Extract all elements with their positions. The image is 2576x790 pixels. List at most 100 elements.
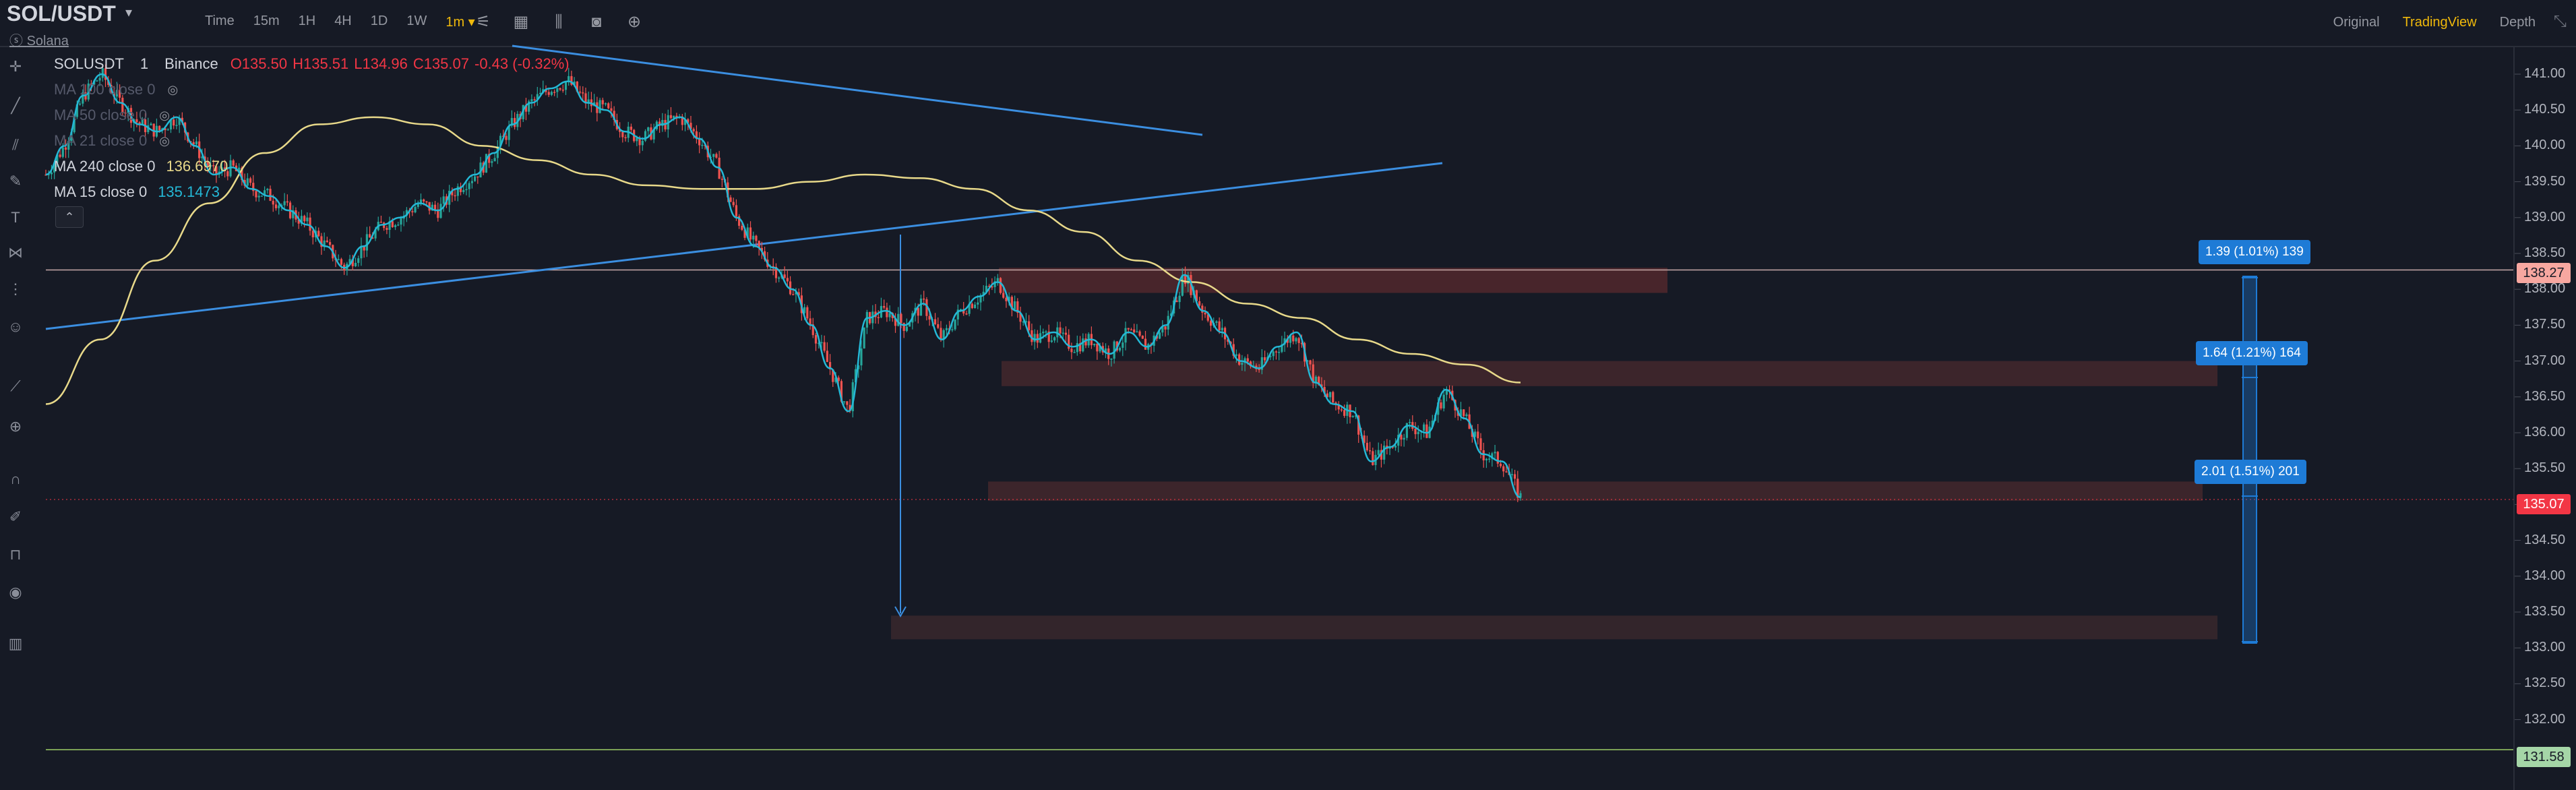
fib-tool-icon[interactable]: ⫽ <box>12 136 19 153</box>
ma50-row[interactable]: MA 50 close 0 ◎ <box>54 102 570 128</box>
camera-icon[interactable]: ◙ <box>591 13 602 31</box>
candle-body <box>1076 343 1078 353</box>
emoji-icon[interactable]: ☺ <box>7 318 24 335</box>
candle-body <box>755 235 758 241</box>
hidden-eye-icon[interactable]: ◎ <box>167 82 179 96</box>
indicator-settings-icon[interactable]: ⚟ <box>476 13 491 31</box>
candle-body <box>823 342 826 351</box>
ma15-row[interactable]: MA 15 close 0 135.1473 <box>54 179 570 205</box>
measure-label-3[interactable]: 2.01 (1.51%) 201 <box>2195 460 2306 484</box>
candle-body <box>919 298 923 316</box>
candle-body <box>297 219 300 224</box>
projection-arrowhead <box>894 606 907 618</box>
ma100-row[interactable]: MA 100 close 0 ◎ <box>54 77 570 102</box>
candle-body <box>843 401 846 402</box>
candle-body <box>468 183 470 189</box>
trendline-lower[interactable] <box>45 162 1443 330</box>
interval-4[interactable]: 1D <box>370 13 388 28</box>
view-depth[interactable]: Depth <box>2499 15 2536 30</box>
trendline-icon[interactable]: ╱ <box>11 97 20 114</box>
interval-0[interactable]: Time <box>205 13 235 28</box>
magnet-icon[interactable]: ∩ <box>10 470 21 487</box>
measure-label-2[interactable]: 1.64 (1.21%) 164 <box>2196 341 2308 365</box>
candle-body <box>1408 422 1411 423</box>
candle-body <box>1184 274 1187 284</box>
candle-body <box>1440 402 1442 408</box>
candle-body <box>584 93 587 104</box>
top-toolbar: SOL/USDT ▾ ⓢ Solana Time 15m 1H 4H 1D 1W 1m ▾ … <box>0 0 2576 49</box>
collapse-icon[interactable]: ⤡ <box>2553 12 2567 30</box>
candle-body <box>56 154 59 163</box>
pair-dropdown-icon[interactable]: ▾ <box>125 5 133 20</box>
candle-body <box>1340 409 1343 411</box>
candle-body <box>985 285 988 292</box>
candle-body <box>996 278 999 282</box>
candle-body <box>578 91 582 93</box>
interval-1[interactable]: 15m <box>253 13 280 28</box>
candle-body <box>1403 437 1405 440</box>
candle-body <box>405 210 408 216</box>
candle-body <box>1133 329 1136 333</box>
pattern-tool-icon[interactable]: ⋈ <box>8 244 23 261</box>
candle-body <box>198 141 201 158</box>
trash-icon[interactable]: ▥ <box>8 635 23 652</box>
ruler-icon[interactable]: ⟋ <box>10 377 21 394</box>
legend-collapse-button[interactable]: ⌃ <box>55 206 84 228</box>
candle-body <box>1281 344 1283 352</box>
brush-icon[interactable]: ✎ <box>9 173 22 189</box>
candle-body <box>53 162 56 173</box>
candle-body <box>545 89 547 92</box>
candle-body <box>803 307 806 313</box>
candle-body <box>514 118 516 127</box>
zoom-in-icon[interactable]: ⊕ <box>9 418 22 435</box>
view-original[interactable]: Original <box>2333 15 2380 30</box>
candle-body <box>394 225 397 227</box>
candle-body <box>1510 474 1513 476</box>
view-tradingview[interactable]: TradingView <box>2402 15 2477 30</box>
hidden-eye-icon[interactable]: ◎ <box>159 133 170 148</box>
interval-5[interactable]: 1W <box>406 13 427 28</box>
add-indicator-icon[interactable]: ⊕ <box>627 13 642 31</box>
candle-body <box>599 100 601 113</box>
interval-3[interactable]: 4H <box>334 13 352 28</box>
candle-body <box>459 186 462 193</box>
candle-body <box>1258 369 1260 370</box>
ma21-row[interactable]: MA 21 close 0 ◎ <box>54 128 570 154</box>
candle-body <box>61 147 64 157</box>
candle-body <box>274 204 278 208</box>
interval-2[interactable]: 1H <box>298 13 316 28</box>
forecast-tool-icon[interactable]: ⋮ <box>8 280 23 297</box>
candle-body <box>1283 338 1286 344</box>
candle-body <box>1377 450 1380 455</box>
pair-title[interactable]: SOL/USDT <box>7 1 116 26</box>
candle-body <box>1122 342 1124 348</box>
candle-body <box>238 167 241 172</box>
lock-icon[interactable]: ⊓ <box>9 546 22 563</box>
candle-body <box>1169 313 1173 316</box>
candle-body <box>1053 337 1056 341</box>
ma240-value: 136.6970 <box>166 158 228 175</box>
candle-body <box>1178 295 1181 303</box>
candle-body <box>806 307 809 319</box>
trendline-upper[interactable] <box>512 44 1203 136</box>
candle-body <box>561 89 564 91</box>
crosshair-icon[interactable]: ✛ <box>9 58 22 75</box>
eye-icon[interactable]: ◉ <box>9 584 22 601</box>
candle-body <box>1272 351 1275 357</box>
coin-name-link[interactable]: ⓢ Solana <box>9 30 69 49</box>
candle-type-icon[interactable]: ⫼ <box>555 13 563 31</box>
hidden-eye-icon[interactable]: ◎ <box>159 108 170 122</box>
candle-body <box>559 88 561 90</box>
layout-grid-icon[interactable]: ▦ <box>513 13 529 31</box>
candle-body <box>641 140 644 146</box>
interval-6[interactable]: 1m ▾ <box>446 15 475 30</box>
candle-body <box>1042 332 1045 334</box>
candle-body <box>1241 363 1244 365</box>
measure-label-1[interactable]: 1.39 (1.01%) 139 <box>2199 240 2310 264</box>
lock-drawing-icon[interactable]: ✐ <box>9 508 22 525</box>
candle-body <box>1019 313 1022 322</box>
text-tool-icon[interactable]: T <box>11 209 20 226</box>
candle-body <box>360 245 363 259</box>
ma240-row[interactable]: MA 240 close 0 136.6970 <box>54 154 570 179</box>
